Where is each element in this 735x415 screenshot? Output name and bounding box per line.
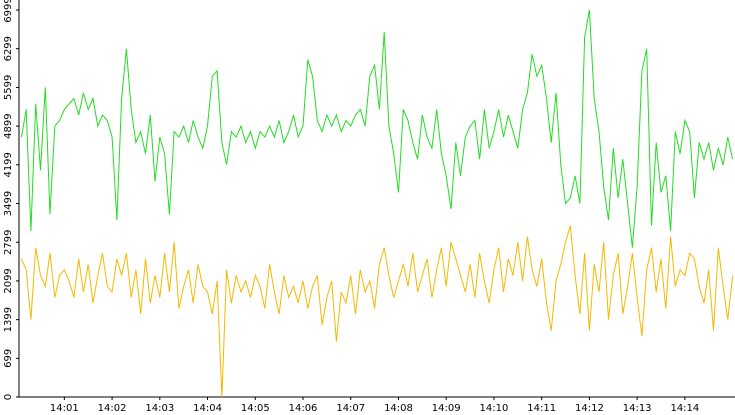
y-tick-label: 6299 (3, 36, 14, 61)
x-tick-label: 14:09 (432, 403, 461, 414)
x-tick-label: 14:05 (241, 403, 270, 414)
y-tick-label: 5599 (3, 75, 14, 100)
x-tick-label: 14:03 (145, 403, 174, 414)
x-tick-label: 14:11 (527, 403, 556, 414)
x-tick-label: 14:01 (50, 403, 79, 414)
y-tick-label: 4899 (3, 113, 14, 138)
y-tick-label: 1399 (3, 307, 14, 332)
x-tick-label: 14:14 (670, 403, 699, 414)
x-tick-label: 14:07 (336, 403, 365, 414)
y-tick-label: 3499 (3, 191, 14, 216)
x-tick-label: 14:13 (623, 403, 652, 414)
y-tick-label: 6999 (3, 0, 14, 23)
x-tick-label: 14:08 (384, 403, 413, 414)
x-tick-label: 14:12 (575, 403, 604, 414)
x-tick-label: 14:04 (193, 403, 222, 414)
series-line (20, 225, 734, 398)
series-line (20, 9, 734, 248)
y-tick-label: 0 (3, 394, 14, 400)
x-tick-label: 14:06 (289, 403, 318, 414)
x-tick-label: 14:10 (480, 403, 509, 414)
y-tick-label: 2099 (3, 268, 14, 293)
y-tick-label: 699 (3, 349, 14, 368)
x-tick-label: 14:02 (98, 403, 127, 414)
y-tick-label: 4199 (3, 152, 14, 177)
y-tick-label: 2799 (3, 230, 14, 255)
